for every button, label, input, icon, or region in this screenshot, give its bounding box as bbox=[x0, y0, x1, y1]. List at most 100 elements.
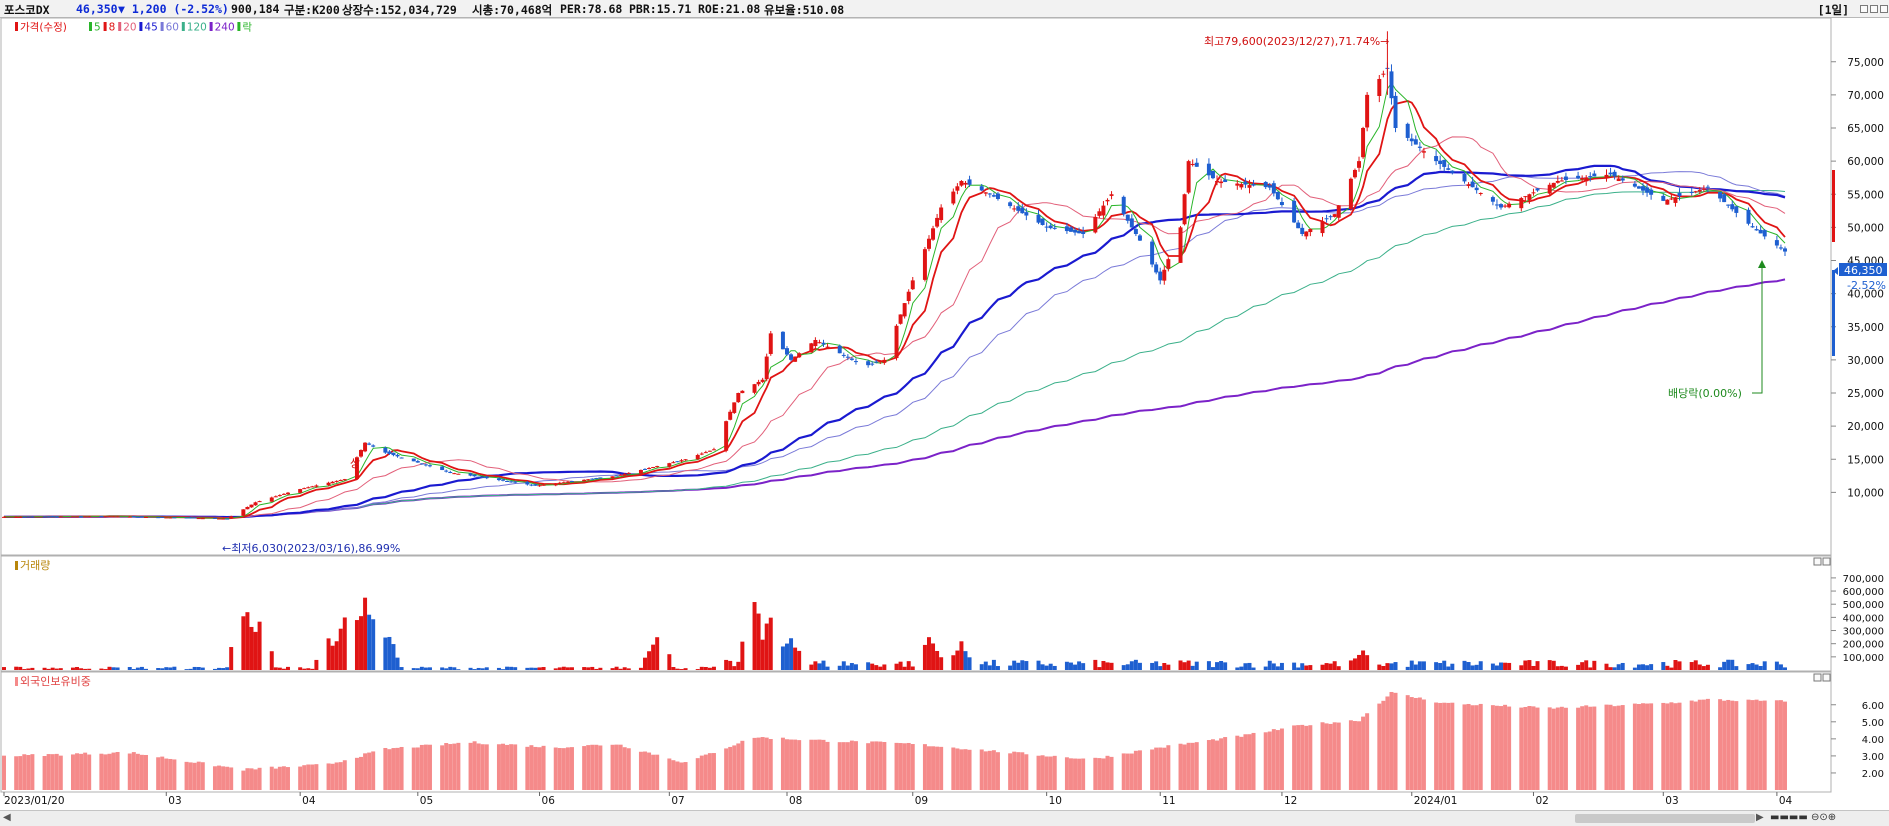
candle-up bbox=[561, 482, 566, 484]
candle-up bbox=[667, 463, 672, 467]
volume-bar bbox=[1036, 660, 1041, 670]
zoom-controls[interactable]: ▬▬▬▬ ⊖⊙⊕ bbox=[1770, 812, 1836, 823]
holding-bar bbox=[1592, 706, 1597, 790]
close-button[interactable] bbox=[1880, 5, 1888, 13]
horizontal-scrollbar[interactable]: ◀ ▶ ▬▬▬▬ ⊖⊙⊕ bbox=[0, 810, 1889, 826]
candle-down bbox=[991, 195, 996, 197]
holding-bar bbox=[1381, 700, 1386, 790]
volume-bar bbox=[671, 667, 676, 670]
holding-panel-close-button[interactable] bbox=[1822, 673, 1831, 682]
scroll-thumb[interactable] bbox=[1575, 814, 1755, 823]
holding-bar bbox=[813, 739, 818, 790]
candle-down bbox=[1064, 226, 1069, 232]
holding-bar bbox=[1507, 706, 1512, 790]
holding-bar bbox=[1190, 742, 1195, 790]
candle-up bbox=[1527, 194, 1532, 200]
volume-bar bbox=[586, 667, 591, 670]
volume-bar bbox=[1470, 665, 1475, 670]
volume-bar bbox=[1101, 660, 1106, 670]
volume-bar bbox=[1190, 665, 1195, 670]
volume-bar bbox=[42, 667, 47, 670]
volume-bar bbox=[1361, 650, 1366, 670]
volume-bar bbox=[626, 668, 631, 670]
stock-name[interactable]: 포스코DX bbox=[4, 3, 50, 17]
volume-panel-close-button[interactable] bbox=[1822, 557, 1831, 566]
candle-down bbox=[1490, 197, 1495, 202]
holding-bar bbox=[1673, 703, 1678, 790]
volume-bar bbox=[111, 667, 116, 670]
volume-bar bbox=[277, 667, 282, 670]
holding-bar bbox=[809, 739, 814, 790]
candle-up bbox=[456, 473, 461, 475]
candle-up bbox=[306, 487, 311, 489]
volume-bar bbox=[1580, 662, 1585, 670]
panel-controls[interactable] bbox=[1813, 557, 1831, 682]
volume-bar bbox=[1210, 667, 1215, 670]
holding-bar bbox=[618, 744, 623, 790]
holding-bar bbox=[387, 749, 392, 790]
volume-panel[interactable]: 100,000 200,000 300,000 400,000 500,000 600,0… bbox=[0, 555, 1884, 672]
candle-up bbox=[14, 516, 19, 518]
foreign-holding-panel[interactable]: 2.00 3.00 4.00 5.00 6.00 외국인보유비중 bbox=[0, 671, 1884, 793]
volume-bar bbox=[541, 667, 546, 670]
candle-down bbox=[1632, 183, 1637, 187]
volume-bar bbox=[75, 666, 80, 670]
minimize-button[interactable] bbox=[1860, 5, 1868, 13]
holding-bar bbox=[1758, 700, 1763, 790]
volume-bar bbox=[1616, 664, 1621, 670]
zoom-in-icon[interactable]: ⊕ bbox=[1827, 812, 1837, 823]
holding-bar bbox=[302, 765, 307, 790]
candle-up bbox=[1519, 198, 1524, 209]
volume-bar bbox=[1632, 667, 1637, 670]
candle-down bbox=[1417, 146, 1422, 148]
volume-tick-label: 500,000 bbox=[1843, 600, 1884, 611]
candle-up bbox=[951, 191, 956, 204]
candle-up bbox=[1247, 185, 1252, 188]
zoom-slider-icon[interactable]: ▬▬▬▬ bbox=[1770, 812, 1808, 823]
candle-down bbox=[399, 457, 404, 459]
candle-down bbox=[1677, 193, 1682, 197]
candle-up bbox=[1332, 214, 1337, 217]
holding-bar bbox=[70, 754, 75, 790]
holding-bar bbox=[1239, 736, 1244, 790]
scroll-left-icon[interactable]: ◀ bbox=[3, 812, 11, 823]
holding-bar bbox=[1352, 721, 1357, 790]
volume-bar bbox=[614, 666, 619, 670]
holding-bar bbox=[1417, 697, 1422, 790]
zoom-reset-icon[interactable]: ⊙ bbox=[1819, 812, 1828, 823]
down-arrow-icon: ▼ bbox=[118, 2, 125, 16]
period-button[interactable]: [1일] bbox=[1817, 3, 1849, 17]
candle-down bbox=[1040, 218, 1045, 226]
holding-bar bbox=[590, 744, 595, 790]
price-panel[interactable]: 10,000 15,000 20,000 25,000 30,000 35,000 40,0… bbox=[0, 17, 1887, 556]
volume-bar bbox=[513, 667, 518, 670]
zoom-out-icon[interactable]: ⊖ bbox=[1810, 812, 1820, 823]
holding-bar bbox=[1036, 755, 1041, 790]
current-price-marker-icon bbox=[1833, 267, 1838, 275]
volume-bar bbox=[1405, 666, 1410, 670]
holding-bar bbox=[1442, 702, 1447, 790]
holding-bar bbox=[468, 742, 473, 790]
volume-bar bbox=[1166, 664, 1171, 670]
holding-panel-max-button[interactable] bbox=[1813, 673, 1822, 682]
volume-bar bbox=[196, 666, 201, 670]
maximize-button[interactable] bbox=[1870, 5, 1878, 13]
scroll-right-icon[interactable]: ▶ bbox=[1756, 812, 1764, 823]
volume-bar bbox=[1081, 663, 1086, 670]
candle-down bbox=[967, 179, 972, 185]
candle-down bbox=[1206, 163, 1211, 176]
volume-bar bbox=[1762, 661, 1767, 670]
holding-bar bbox=[1044, 756, 1049, 790]
holding-bar bbox=[1129, 753, 1134, 790]
holding-bar bbox=[1697, 699, 1702, 790]
candle-up bbox=[1320, 221, 1325, 234]
holding-bar bbox=[1024, 754, 1029, 790]
x-tick-label: 11 bbox=[1162, 795, 1175, 807]
volume-panel-max-button[interactable] bbox=[1813, 557, 1822, 566]
holding-bar bbox=[991, 750, 996, 790]
ma8-line bbox=[3, 100, 1786, 520]
volume-bar bbox=[1584, 660, 1589, 670]
holding-bar bbox=[135, 753, 140, 790]
volume-bar bbox=[643, 657, 647, 670]
